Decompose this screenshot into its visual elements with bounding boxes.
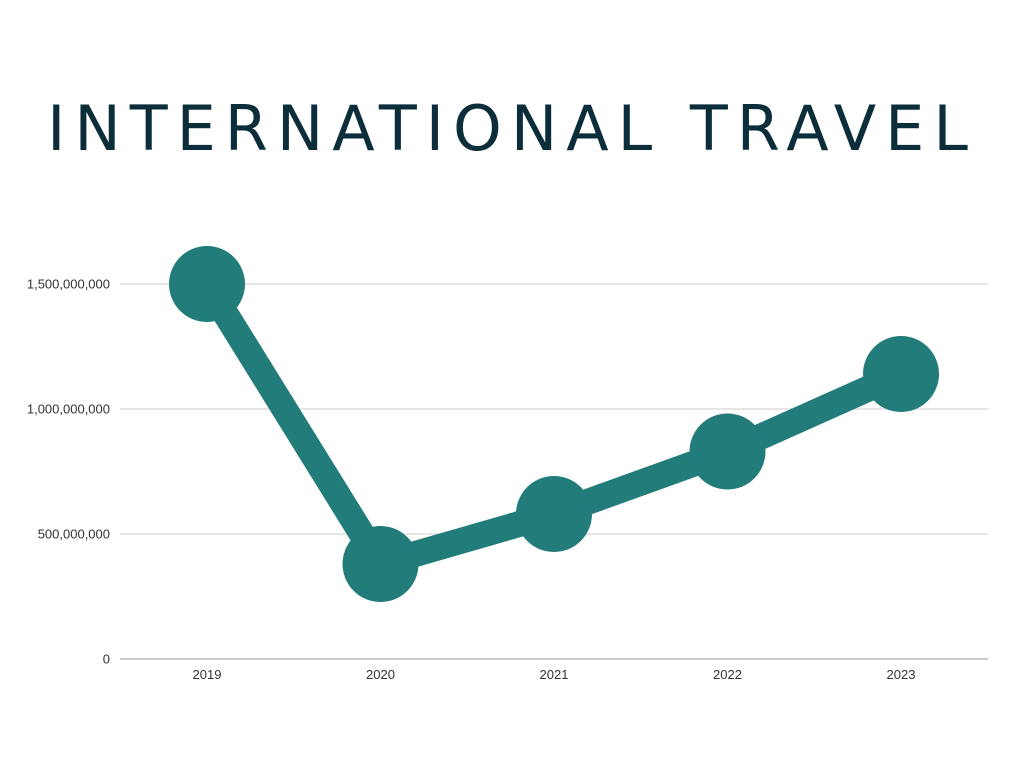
y-tick-labels: 0 500,000,000 1,000,000,000 1,500,000,000 — [27, 277, 110, 667]
data-point-2021 — [516, 476, 592, 552]
y-tick-label: 1,000,000,000 — [27, 402, 110, 417]
data-point-2019 — [169, 246, 245, 322]
x-tick-label: 2020 — [366, 667, 395, 682]
series — [169, 246, 939, 602]
y-tick-label: 0 — [103, 652, 110, 667]
chart-title: INTERNATIONAL TRAVEL — [47, 92, 977, 165]
data-point-2022 — [689, 413, 766, 490]
data-point-2020 — [342, 526, 419, 602]
x-tick-label: 2019 — [193, 667, 222, 682]
data-point-2023 — [863, 336, 939, 412]
y-tick-label: 1,500,000,000 — [27, 277, 110, 292]
y-tick-label: 500,000,000 — [38, 527, 110, 542]
x-tick-label: 2023 — [887, 667, 916, 682]
x-tick-label: 2022 — [713, 667, 742, 682]
x-tick-labels: 2019 2020 2021 2022 2023 — [193, 667, 916, 682]
x-tick-label: 2021 — [540, 667, 569, 682]
